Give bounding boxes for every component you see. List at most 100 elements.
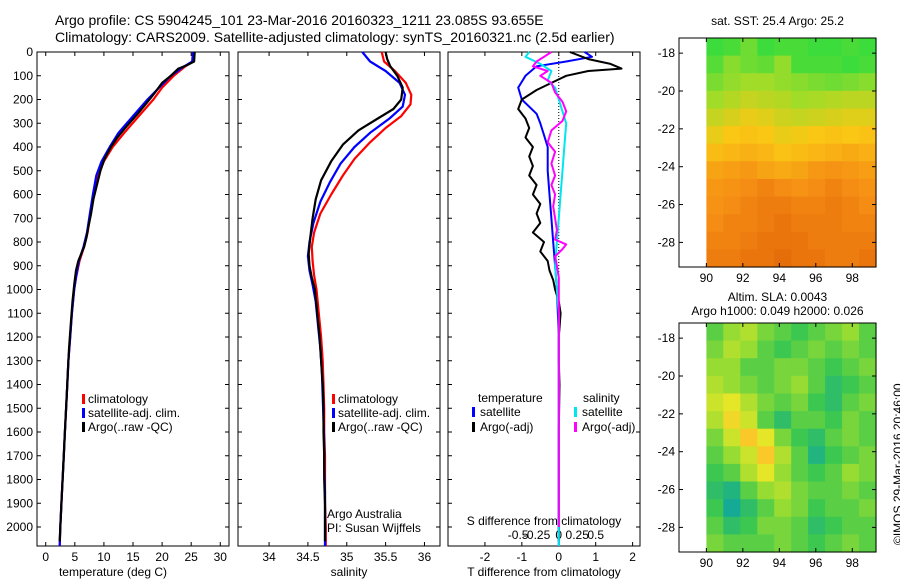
map-cell bbox=[740, 481, 758, 500]
x-tick-label: 96 bbox=[809, 271, 823, 285]
map-cell bbox=[774, 108, 792, 127]
map-cell bbox=[808, 463, 826, 483]
map-cell bbox=[825, 323, 843, 342]
map-cell bbox=[757, 375, 775, 394]
legend-swatch bbox=[332, 408, 335, 418]
legend-swatch bbox=[332, 422, 335, 432]
map-cell bbox=[740, 375, 758, 394]
map-cell bbox=[842, 411, 860, 430]
map-cell bbox=[791, 178, 809, 198]
legend-entry: Argo(-adj) bbox=[582, 420, 635, 434]
map-cell bbox=[791, 38, 809, 57]
map-cell bbox=[859, 161, 877, 180]
map-cell bbox=[825, 534, 843, 553]
y-tick-label: 300 bbox=[13, 116, 33, 130]
y-tick-label: 1900 bbox=[6, 496, 33, 510]
map-cell bbox=[706, 178, 724, 198]
y-tick-label: -26 bbox=[658, 198, 676, 212]
map-cell bbox=[723, 358, 741, 377]
series-line bbox=[58, 51, 196, 542]
x-tick-label: 34 bbox=[262, 550, 276, 564]
map-cell bbox=[791, 393, 809, 412]
map-cell bbox=[842, 196, 860, 215]
map-cell bbox=[740, 231, 758, 250]
map-cell bbox=[774, 323, 792, 342]
map-cell bbox=[774, 196, 792, 215]
y-tick-label: -22 bbox=[658, 407, 676, 421]
map-cell bbox=[706, 196, 724, 215]
map-cell bbox=[808, 126, 826, 145]
x-tick-label: 1 bbox=[592, 550, 599, 564]
map-cell bbox=[859, 393, 877, 412]
map-cell bbox=[757, 481, 775, 500]
map-cell bbox=[723, 481, 741, 500]
y-tick-label: 0 bbox=[26, 45, 33, 59]
map-cell bbox=[791, 340, 809, 359]
map-cell bbox=[791, 73, 809, 92]
map-cell bbox=[757, 411, 775, 430]
map-cell bbox=[706, 143, 724, 162]
map-cell bbox=[740, 90, 758, 109]
map-cell bbox=[825, 446, 843, 465]
map-cell bbox=[825, 126, 843, 145]
map-cell bbox=[825, 375, 843, 394]
x-tick-label: 36 bbox=[418, 550, 432, 564]
x-tick-label: 34.5 bbox=[296, 550, 320, 564]
map-cell bbox=[825, 411, 843, 430]
map-cell bbox=[740, 323, 758, 342]
map-cell bbox=[859, 38, 877, 57]
map-cell bbox=[825, 231, 843, 250]
map-cell bbox=[706, 73, 724, 92]
map-cell bbox=[859, 126, 877, 145]
map-cell bbox=[757, 108, 775, 127]
map-cell bbox=[723, 323, 741, 342]
map-cell bbox=[859, 534, 877, 553]
map-cell bbox=[791, 375, 809, 394]
map-cell bbox=[757, 143, 775, 162]
map-cell bbox=[774, 411, 792, 430]
map-cell bbox=[757, 499, 775, 518]
map-cell bbox=[740, 340, 758, 359]
map-cell bbox=[723, 231, 741, 250]
legend-swatch bbox=[82, 422, 85, 432]
map-cell bbox=[740, 73, 758, 92]
map-cell bbox=[706, 323, 724, 342]
map-cell bbox=[808, 393, 826, 412]
map-cell bbox=[859, 249, 877, 268]
map-cell bbox=[740, 411, 758, 430]
x-axis-label: temperature (deg C) bbox=[59, 565, 167, 579]
map-cell bbox=[774, 340, 792, 359]
map-cell bbox=[825, 161, 843, 180]
x-tick-label: 25 bbox=[185, 550, 199, 564]
map-cell bbox=[791, 231, 809, 250]
map-cell bbox=[757, 38, 775, 57]
map-cell bbox=[808, 178, 826, 198]
map-cell bbox=[859, 143, 877, 162]
legend-entry: satellite-adj. clim. bbox=[338, 406, 430, 420]
map-cell bbox=[791, 358, 809, 377]
series-line bbox=[531, 51, 568, 527]
map-cell bbox=[842, 534, 860, 553]
map-cell bbox=[723, 516, 741, 535]
map-cell bbox=[757, 463, 775, 483]
map-cell bbox=[723, 38, 741, 57]
map-cell bbox=[757, 340, 775, 359]
map-cell bbox=[757, 516, 775, 535]
annotation-institution: Argo Australia bbox=[327, 507, 402, 521]
map-cell bbox=[774, 463, 792, 483]
map-cell bbox=[706, 446, 724, 465]
legend-entry: satellite bbox=[582, 405, 623, 419]
s-tick-label: 0.5 bbox=[587, 528, 604, 542]
y-tick-label: 700 bbox=[13, 211, 33, 225]
series-line bbox=[307, 51, 404, 542]
map-cell bbox=[706, 161, 724, 180]
map-cell bbox=[791, 428, 809, 447]
x-tick-label: 15 bbox=[126, 550, 140, 564]
map-cell bbox=[706, 499, 724, 518]
map-cell bbox=[723, 178, 741, 198]
map-cell bbox=[791, 90, 809, 109]
map-cell bbox=[842, 214, 860, 233]
map-cell bbox=[723, 108, 741, 127]
map-cell bbox=[791, 214, 809, 233]
map-cell bbox=[859, 55, 877, 74]
